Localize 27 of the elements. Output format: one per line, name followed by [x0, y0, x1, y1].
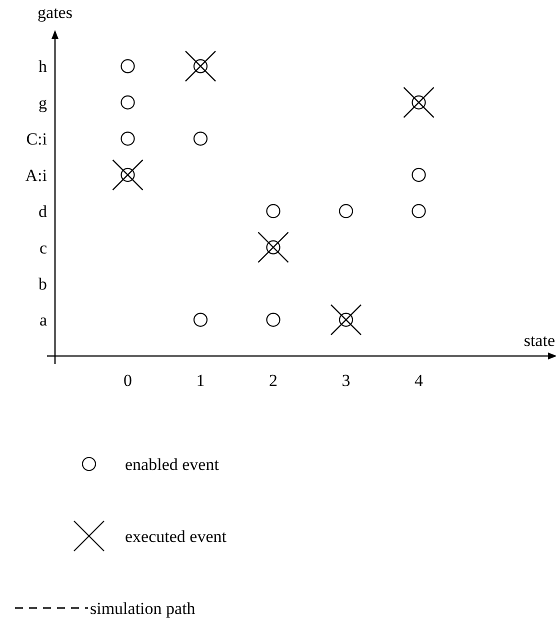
- point: [120, 59, 135, 74]
- y-tick-label: a: [39, 310, 48, 330]
- x-tick-label: 2: [269, 371, 278, 390]
- legend-label: simulation path: [90, 598, 196, 618]
- point: [120, 95, 135, 110]
- y-tick-label: g: [38, 93, 48, 112]
- x-tick-label: 1: [196, 371, 205, 390]
- y-tick-label: A:i: [25, 166, 48, 185]
- point: [120, 132, 135, 146]
- y-tick-label: b: [38, 274, 47, 294]
- x-axis-title: state: [524, 331, 555, 350]
- point: [338, 204, 354, 218]
- y-tick-label: h: [38, 57, 48, 76]
- y-tick-label: c: [39, 238, 48, 258]
- legend-label: enabled event: [125, 454, 220, 474]
- x-tick-label: 4: [414, 371, 424, 390]
- x-tick-label: 3: [342, 371, 350, 390]
- point: [193, 132, 208, 146]
- point: [266, 312, 280, 327]
- point: [412, 168, 426, 182]
- y-tick-label: d: [38, 202, 48, 222]
- legend-label: executed event: [125, 526, 227, 546]
- point: [193, 312, 208, 327]
- x-tick-label: 0: [124, 371, 132, 390]
- y-tick-label: C:i: [26, 130, 48, 149]
- y-axis-title: gates: [38, 3, 72, 22]
- point: [266, 204, 280, 218]
